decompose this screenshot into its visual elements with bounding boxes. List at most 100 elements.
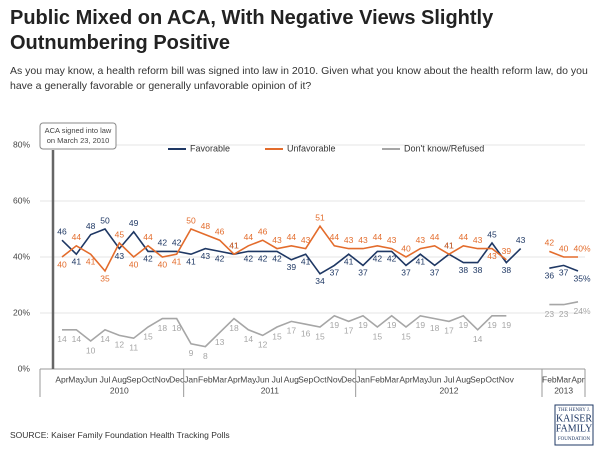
data-label: 15 [143,331,153,341]
x-tick-label: Oct [313,374,327,384]
data-label: 34 [315,276,325,286]
data-label: 42 [545,238,555,248]
logo-text: FAMILY [556,423,593,434]
x-tick-label: May [68,374,85,384]
data-label: 43 [344,235,354,245]
data-label: 45 [115,229,125,239]
data-label: 14 [72,334,82,344]
data-label: 43 [473,235,483,245]
data-label: 44 [330,232,340,242]
annotation: ACA signed into law on March 23, 2010 [45,126,112,145]
data-label: 40 [158,259,168,269]
data-label: 40 [129,259,139,269]
x-tick-label: Nov [155,374,171,384]
logo-box [554,404,594,446]
data-label: 35% [573,273,590,283]
data-label: 19 [502,320,512,330]
data-label: 42 [258,254,268,264]
chart-title: Public Mixed on ACA, With Negative Views… [10,7,494,54]
data-label: 18 [430,323,440,333]
series-line [61,224,578,273]
data-label: 39 [287,262,297,272]
data-label: 14 [57,334,67,344]
x-tick-label: Jan [184,374,198,384]
data-label: 42 [215,254,225,264]
x-tick-label: Apr [227,374,240,384]
data-label: 14 [100,334,110,344]
data-label: 37 [358,268,368,278]
data-label: 41 [444,240,454,250]
x-tick-label: Oct [141,374,155,384]
data-label: 46 [258,226,268,236]
data-label: 12 [258,340,268,350]
logo-text: FOUNDATION [558,437,591,442]
y-tick-label: 60% [13,195,30,205]
x-tick-label: Jul [100,374,111,384]
x-tick-label: Feb [542,374,557,384]
data-label: 41 [229,240,239,250]
data-label: 15 [373,331,383,341]
data-label: 44 [459,232,469,242]
x-tick-label: Nov [499,374,515,384]
data-label: 41 [72,256,82,266]
data-label: 50 [186,215,196,225]
x-tick-label: Jun [428,374,442,384]
data-label: 44 [143,232,153,242]
logo-text: THE HENRY J. [558,408,590,413]
data-label: 43 [272,235,282,245]
x-tick-label: Apr [55,374,68,384]
data-label: 40 [57,259,67,269]
data-label: 42 [143,254,153,264]
data-label: 51 [315,212,325,222]
data-label: 14 [473,334,483,344]
x-tick-label: Dec [169,374,185,384]
data-label: 41 [186,256,196,266]
data-label: 41 [229,240,239,250]
y-tick-label: 0% [18,363,31,373]
data-label: 19 [387,320,397,330]
data-label: 19 [459,320,469,330]
legend-label: Favorable [190,143,230,153]
data-label: 46 [57,226,67,236]
data-label: 43 [487,251,497,261]
data-label: 42 [373,254,383,264]
data-label: 17 [344,326,354,336]
data-label: 40 [401,243,411,253]
data-label: 43 [387,235,397,245]
data-label: 42 [158,238,168,248]
data-label: 14 [244,334,254,344]
data-label: 46 [215,226,225,236]
legend-label: Don't know/Refused [404,143,484,153]
x-tick-label: Jul [444,374,455,384]
data-label: 19 [487,320,497,330]
data-label: 44 [373,232,383,242]
data-label: 41 [344,256,354,266]
data-label: 15 [401,331,411,341]
data-label: 19 [416,320,426,330]
data-label: 15 [315,331,325,341]
x-tick-label: Apr [571,374,584,384]
year-label: 2011 [261,385,280,395]
year-label: 2012 [440,385,459,395]
series-line [62,301,579,348]
data-label: 15 [272,331,282,341]
data-label: 44 [244,232,254,242]
x-tick-label: May [240,374,257,384]
data-label: 35 [100,273,110,283]
x-tick-label: Nov [327,374,343,384]
x-tick-label: Aug [112,374,127,384]
data-label: 38 [502,265,512,275]
data-label: 17 [287,326,297,336]
x-tick-label: May [412,374,429,384]
data-label: 16 [301,328,311,338]
data-label: 45 [487,229,497,239]
data-label: 43 [201,251,211,261]
data-label: 41 [416,256,426,266]
x-tick-label: Jan [356,374,370,384]
data-label: 49 [129,218,139,228]
data-label: 23 [545,309,555,319]
data-label: 19 [358,320,368,330]
data-label: 17 [444,326,454,336]
